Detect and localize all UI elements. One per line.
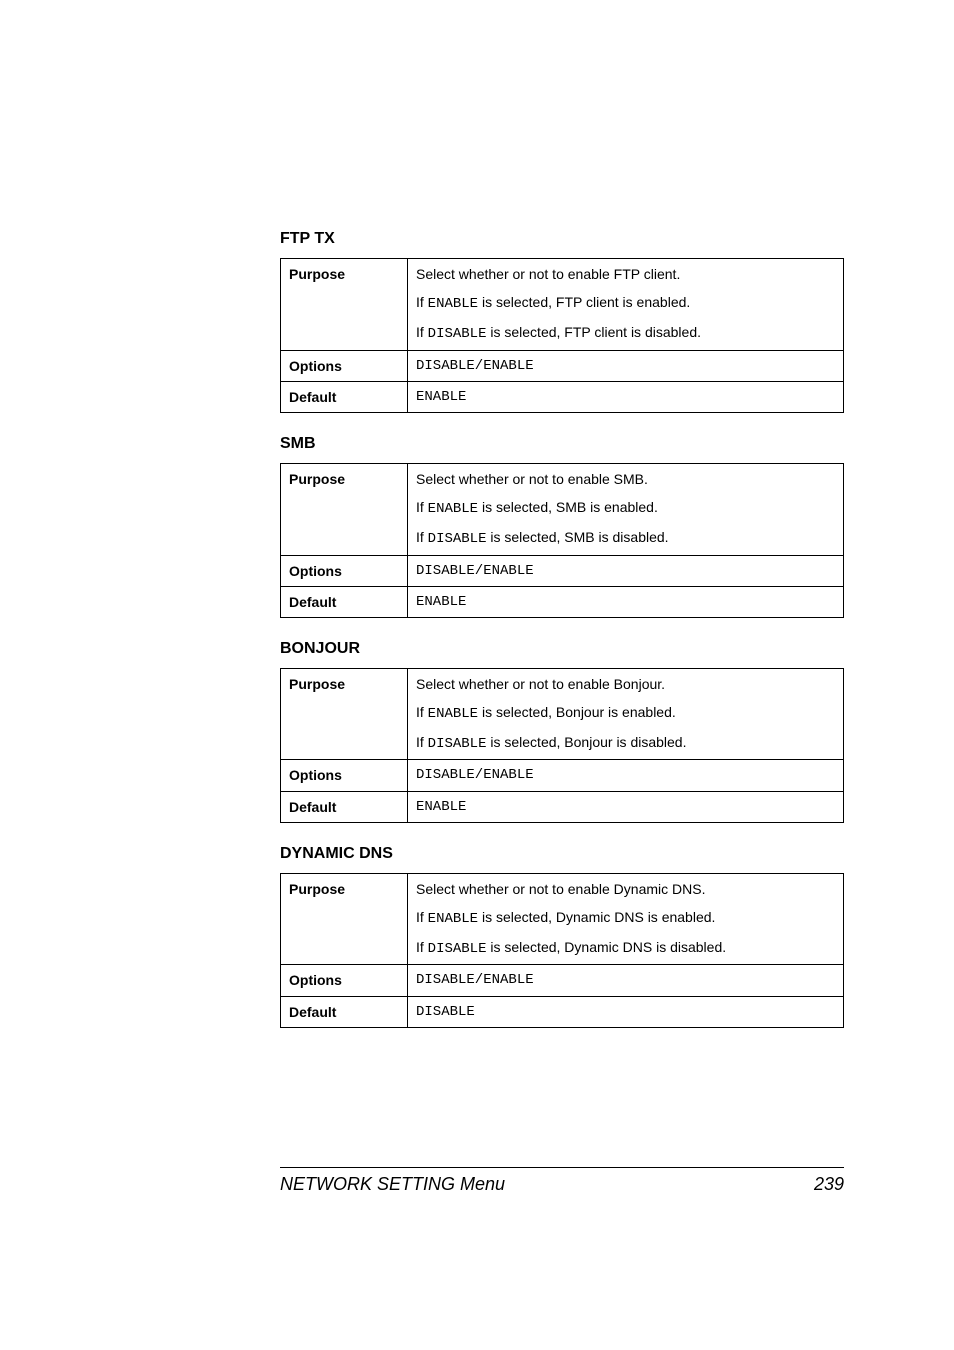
purpose-line: If DISABLE is selected, Dynamic DNS is d…: [416, 938, 835, 958]
default-cell: ENABLE: [408, 586, 844, 617]
table-row: Purpose Select whether or not to enable …: [281, 873, 844, 965]
config-table-ftp-tx: Purpose Select whether or not to enable …: [280, 258, 844, 413]
default-label: Default: [281, 586, 408, 617]
table-row: Default DISABLE: [281, 996, 844, 1027]
text-segment: is selected, Dynamic DNS is enabled.: [478, 909, 715, 925]
default-label: Default: [281, 381, 408, 412]
purpose-line: If ENABLE is selected, SMB is enabled.: [416, 498, 835, 518]
table-row: Options DISABLE/ENABLE: [281, 965, 844, 996]
purpose-line: If ENABLE is selected, Dynamic DNS is en…: [416, 908, 835, 928]
default-cell: ENABLE: [408, 381, 844, 412]
text-segment: is selected, Dynamic DNS is disabled.: [486, 939, 726, 955]
config-table-smb: Purpose Select whether or not to enable …: [280, 463, 844, 618]
code-segment: DISABLE: [428, 941, 487, 957]
purpose-label: Purpose: [281, 873, 408, 965]
purpose-label: Purpose: [281, 259, 408, 351]
options-cell: DISABLE/ENABLE: [408, 555, 844, 586]
default-label: Default: [281, 996, 408, 1027]
purpose-cell: Select whether or not to enable Bonjour.…: [408, 668, 844, 760]
code-segment: ENABLE: [428, 501, 478, 517]
purpose-label: Purpose: [281, 668, 408, 760]
purpose-line: Select whether or not to enable Dynamic …: [416, 880, 835, 898]
options-label: Options: [281, 350, 408, 381]
section-heading-ftp-tx: FTP TX: [280, 230, 844, 248]
config-table-bonjour: Purpose Select whether or not to enable …: [280, 668, 844, 823]
table-row: Purpose Select whether or not to enable …: [281, 463, 844, 555]
options-label: Options: [281, 965, 408, 996]
purpose-line: If ENABLE is selected, FTP client is ena…: [416, 293, 835, 313]
purpose-line: If ENABLE is selected, Bonjour is enable…: [416, 703, 835, 723]
options-label: Options: [281, 555, 408, 586]
page-footer: NETWORK SETTING Menu 239: [280, 1167, 844, 1195]
text-segment: is selected, FTP client is enabled.: [478, 294, 690, 310]
code-segment: DISABLE: [428, 531, 487, 547]
text-segment: If: [416, 529, 428, 545]
table-row: Options DISABLE/ENABLE: [281, 350, 844, 381]
table-row: Purpose Select whether or not to enable …: [281, 668, 844, 760]
options-cell: DISABLE/ENABLE: [408, 965, 844, 996]
table-row: Default ENABLE: [281, 381, 844, 412]
page-content: FTP TX Purpose Select whether or not to …: [0, 0, 954, 1028]
purpose-line: If DISABLE is selected, SMB is disabled.: [416, 528, 835, 548]
options-cell: DISABLE/ENABLE: [408, 760, 844, 791]
text-segment: is selected, SMB is disabled.: [486, 529, 668, 545]
page-number: 239: [814, 1174, 844, 1195]
purpose-line: If DISABLE is selected, Bonjour is disab…: [416, 733, 835, 753]
text-segment: If: [416, 909, 428, 925]
code-segment: ENABLE: [428, 706, 478, 722]
purpose-line: Select whether or not to enable FTP clie…: [416, 265, 835, 283]
section-heading-bonjour: BONJOUR: [280, 640, 844, 658]
table-row: Options DISABLE/ENABLE: [281, 760, 844, 791]
text-segment: is selected, Bonjour is enabled.: [478, 704, 676, 720]
purpose-line: If DISABLE is selected, FTP client is di…: [416, 323, 835, 343]
text-segment: is selected, FTP client is disabled.: [486, 324, 701, 340]
default-cell: ENABLE: [408, 791, 844, 822]
code-segment: ENABLE: [428, 296, 478, 312]
section-heading-smb: SMB: [280, 435, 844, 453]
default-cell: DISABLE: [408, 996, 844, 1027]
purpose-line: Select whether or not to enable Bonjour.: [416, 675, 835, 693]
table-row: Default ENABLE: [281, 586, 844, 617]
purpose-cell: Select whether or not to enable Dynamic …: [408, 873, 844, 965]
options-label: Options: [281, 760, 408, 791]
text-segment: If: [416, 499, 428, 515]
purpose-cell: Select whether or not to enable FTP clie…: [408, 259, 844, 351]
text-segment: If: [416, 734, 428, 750]
text-segment: If: [416, 294, 428, 310]
text-segment: If: [416, 324, 428, 340]
footer-title: NETWORK SETTING Menu: [280, 1174, 505, 1195]
purpose-cell: Select whether or not to enable SMB. If …: [408, 463, 844, 555]
text-segment: is selected, Bonjour is disabled.: [486, 734, 686, 750]
code-segment: DISABLE: [428, 326, 487, 342]
code-segment: ENABLE: [428, 911, 478, 927]
code-segment: DISABLE: [428, 736, 487, 752]
purpose-label: Purpose: [281, 463, 408, 555]
table-row: Purpose Select whether or not to enable …: [281, 259, 844, 351]
text-segment: is selected, SMB is enabled.: [478, 499, 658, 515]
text-segment: If: [416, 939, 428, 955]
default-label: Default: [281, 791, 408, 822]
purpose-line: Select whether or not to enable SMB.: [416, 470, 835, 488]
text-segment: If: [416, 704, 428, 720]
options-cell: DISABLE/ENABLE: [408, 350, 844, 381]
table-row: Options DISABLE/ENABLE: [281, 555, 844, 586]
config-table-dynamic-dns: Purpose Select whether or not to enable …: [280, 873, 844, 1028]
table-row: Default ENABLE: [281, 791, 844, 822]
section-heading-dynamic-dns: DYNAMIC DNS: [280, 845, 844, 863]
